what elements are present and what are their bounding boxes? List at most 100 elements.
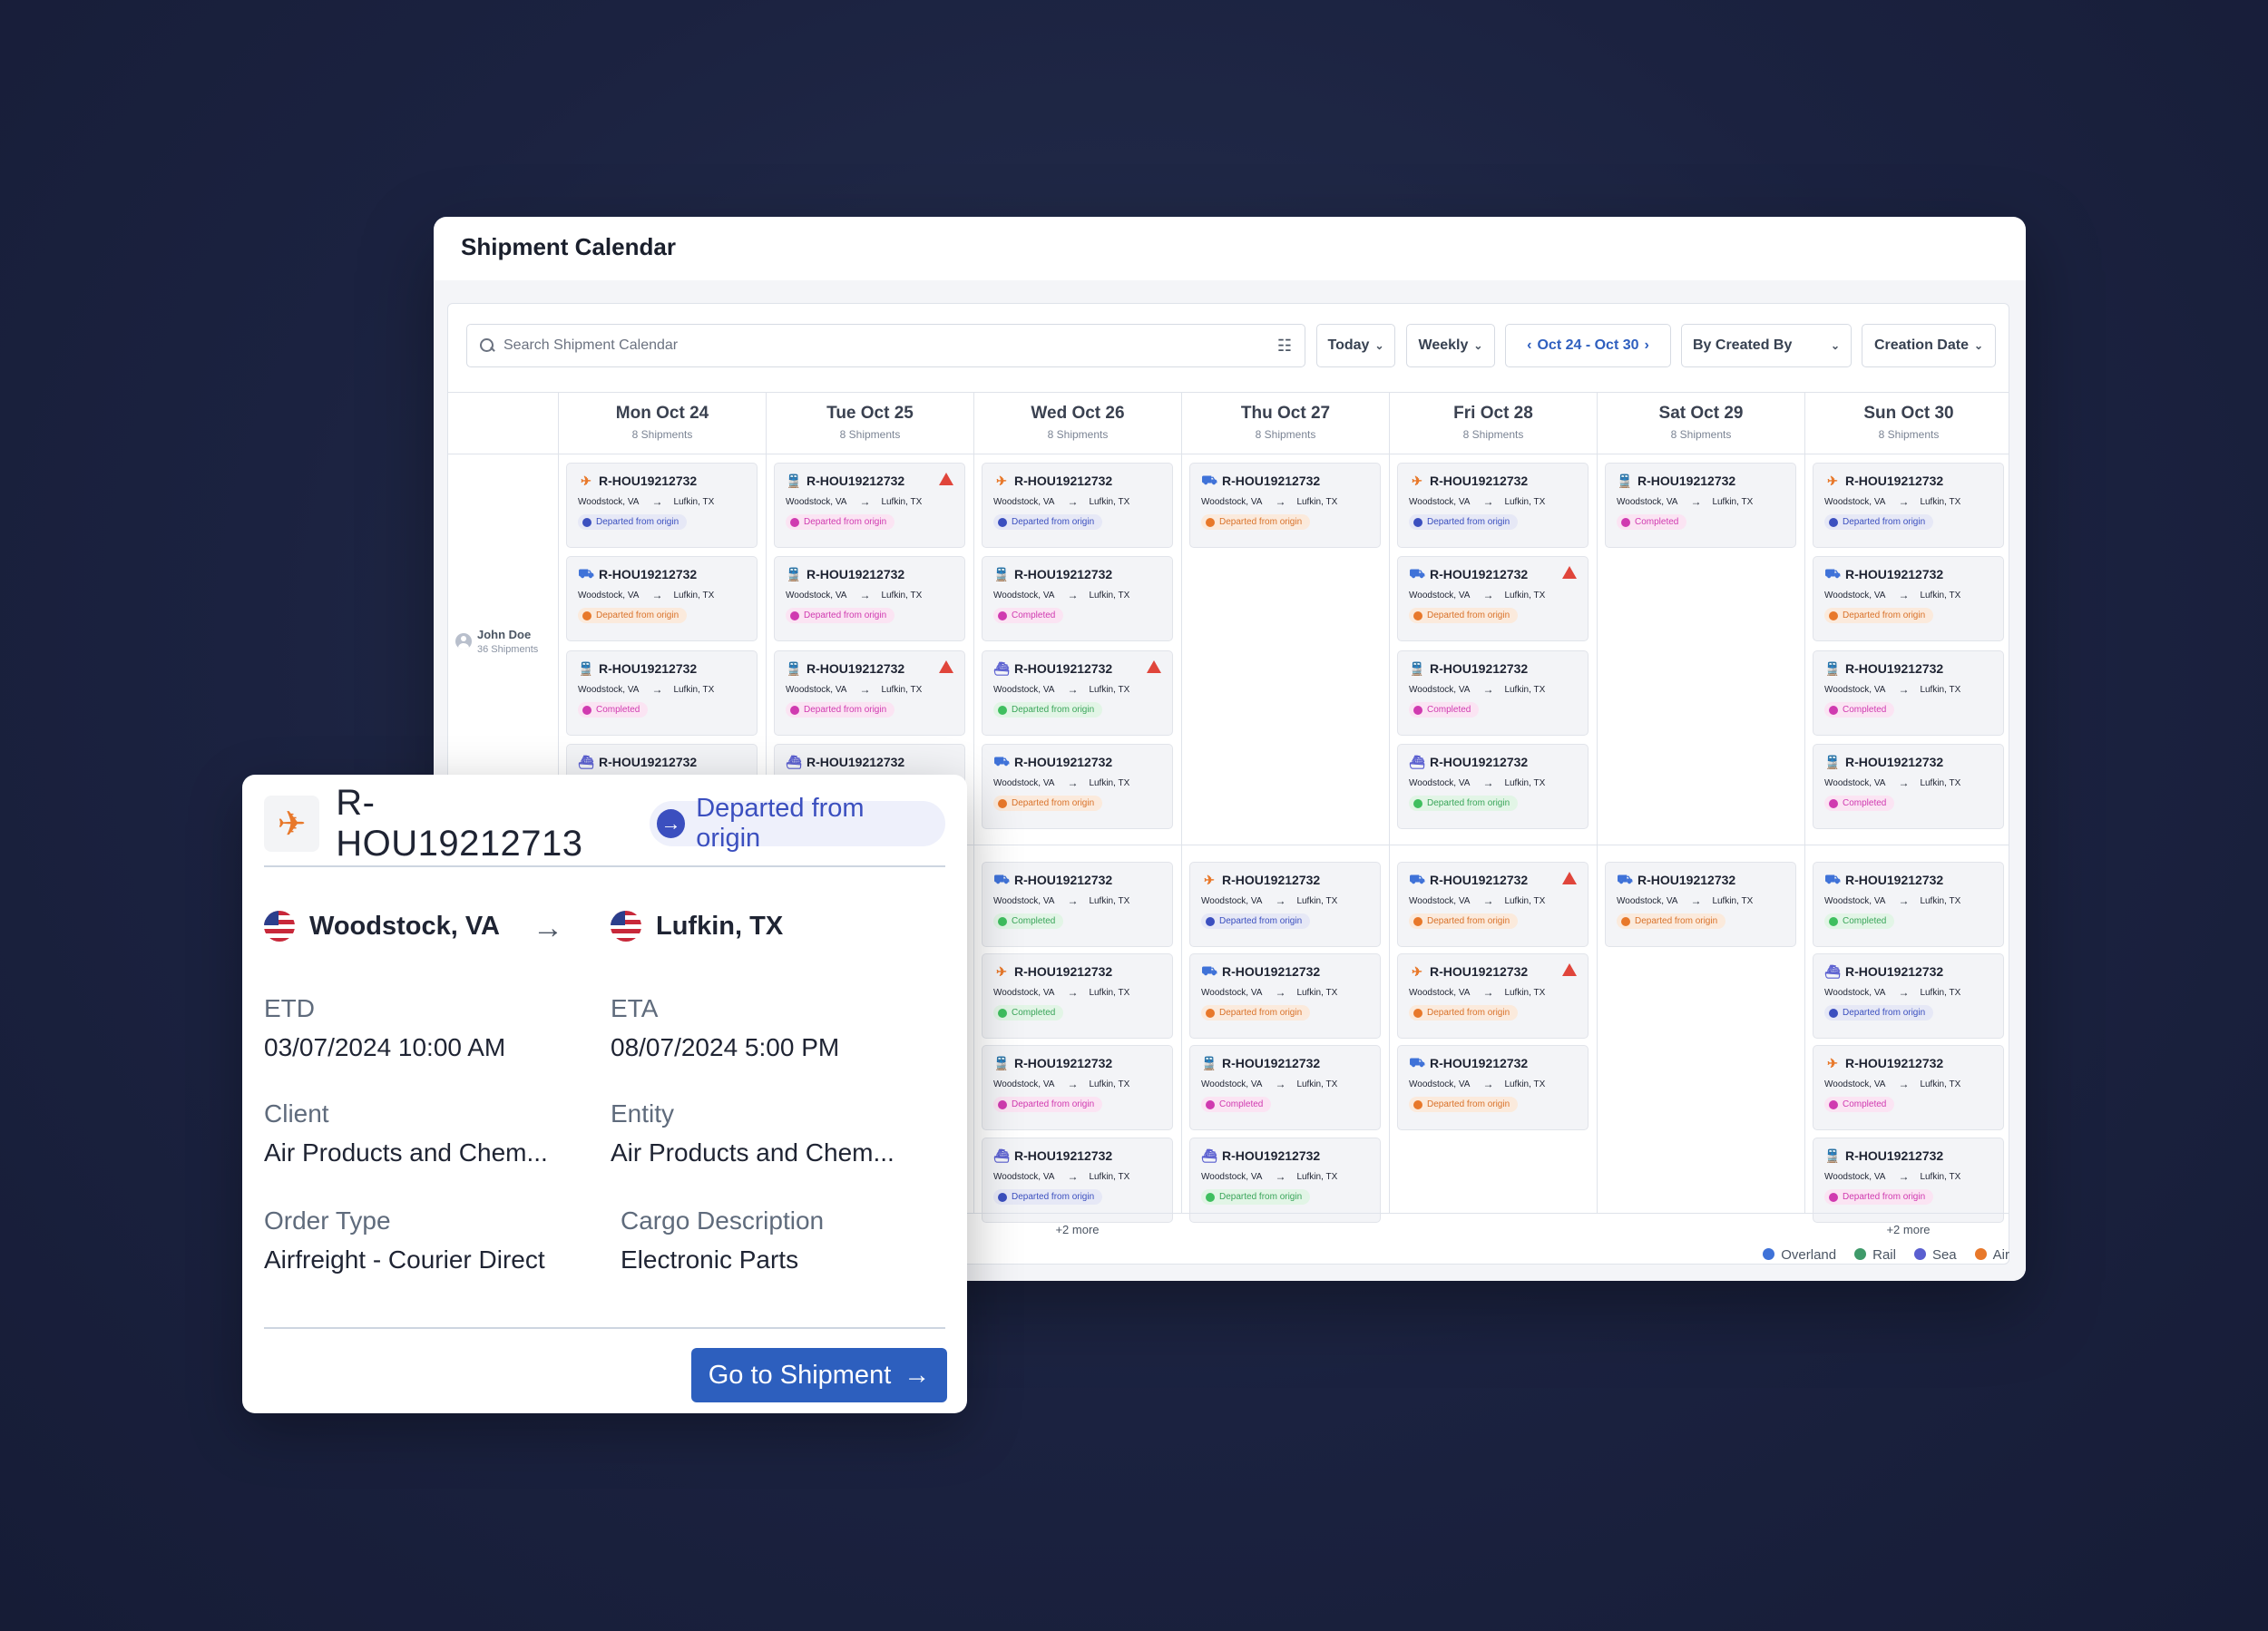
origin-label: Woodstock, VA — [1409, 987, 1471, 998]
cargo-value: Electronic Parts — [621, 1245, 799, 1274]
arrow-right-icon: → — [1067, 589, 1079, 601]
shipment-card[interactable]: ⛟ R-HOU19212732 Woodstock, VA → Lufkin, TX De… — [1189, 953, 1381, 1039]
shipment-card[interactable]: 🚆 R-HOU19212732 Woodstock, VA → Lufkin, TX Co… — [566, 650, 758, 736]
status-label: Departed from origin — [1427, 1008, 1510, 1018]
status-label: Departed from origin — [804, 610, 887, 620]
shipment-card[interactable]: ✈ R-HOU19212732 Woodstock, VA → Lufkin, TX De… — [566, 463, 758, 548]
shipment-card[interactable]: 🚆 R-HOU19212732 Woodstock, VA → Lufkin, TX Co… — [1397, 650, 1589, 736]
status-dot-icon — [1413, 517, 1422, 527]
status-dot-icon — [1413, 1008, 1422, 1018]
shipment-card[interactable]: ✈ R-HOU19212732 Woodstock, VA → Lufkin, TX Co… — [982, 953, 1173, 1039]
origin-label: Woodstock, VA — [993, 895, 1055, 906]
shipment-card[interactable]: ⛴ R-HOU19212732 Woodstock, VA → Lufkin, TX De… — [982, 1138, 1173, 1223]
legend-item: Sea — [1913, 1247, 1957, 1263]
shipment-card[interactable]: ✈ R-HOU19212732 Woodstock, VA → Lufkin, TX De… — [1397, 463, 1589, 548]
column-divider — [973, 454, 974, 1213]
group-by-select[interactable]: By Created By ⌄ — [1681, 324, 1852, 367]
shipment-card[interactable]: ✈ R-HOU19212732 Woodstock, VA → Lufkin, TX De… — [982, 463, 1173, 548]
shipment-card-header: ✈ R-HOU19212732 — [1824, 473, 1992, 489]
status-dot-icon — [1829, 798, 1838, 808]
shipment-id: R-HOU19212732 — [807, 474, 905, 488]
more-link[interactable]: +2 more — [1886, 1223, 1931, 1236]
shipment-card[interactable]: ⛟ R-HOU19212732 Woodstock, VA → Lufkin, TX De… — [1397, 1045, 1589, 1130]
shipment-card[interactable]: 🚆 R-HOU19212732 Woodstock, VA → Lufkin, TX De… — [774, 463, 965, 548]
next-week-icon[interactable]: › — [1644, 337, 1649, 353]
shipment-card[interactable]: ⛟ R-HOU19212732 Woodstock, VA → Lufkin, TX De… — [566, 556, 758, 641]
status-label: Departed from origin — [1635, 916, 1718, 926]
shipment-card[interactable]: 🚆 R-HOU19212732 Woodstock, VA → Lufkin, TX Co… — [1605, 463, 1796, 548]
shipment-card[interactable]: ⛴ R-HOU19212732 Woodstock, VA → Lufkin, TX De… — [1189, 1138, 1381, 1223]
arrow-right-icon: → — [1898, 1170, 1910, 1183]
origin-label: Woodstock, VA — [1201, 496, 1263, 507]
shipment-card[interactable]: 🚆 R-HOU19212732 Woodstock, VA → Lufkin, TX De… — [982, 1045, 1173, 1130]
origin-label: Woodstock, VA — [786, 684, 847, 695]
shipment-card[interactable]: ✈ R-HOU19212732 Woodstock, VA → Lufkin, TX Co… — [1813, 1045, 2004, 1130]
status-label: Completed — [1843, 916, 1887, 926]
status-dot-icon — [1829, 916, 1838, 926]
view-select[interactable]: Weekly ⌄ — [1406, 324, 1495, 367]
sort-select[interactable]: Creation Date ⌄ — [1862, 324, 1996, 367]
go-to-shipment-button[interactable]: Go to Shipment → — [691, 1348, 947, 1402]
shipment-card[interactable]: ⛟ R-HOU19212732 Woodstock, VA → Lufkin, TX De… — [1189, 463, 1381, 548]
shipment-card[interactable]: ⛟ R-HOU19212732 Woodstock, VA → Lufkin, TX Co… — [982, 862, 1173, 947]
legend-item: Air — [1974, 1247, 2009, 1263]
shipment-card[interactable]: 🚆 R-HOU19212732 Woodstock, VA → Lufkin, TX De… — [774, 556, 965, 641]
shipment-card[interactable]: ✈ R-HOU19212732 Woodstock, VA → Lufkin, TX De… — [1397, 953, 1589, 1039]
shipment-id: R-HOU19212732 — [1222, 1148, 1321, 1163]
search-input[interactable]: Search Shipment Calendar ☷ — [466, 324, 1305, 367]
shipment-card-header: ✈ R-HOU19212732 — [1409, 473, 1577, 489]
shipment-card[interactable]: ⛟ R-HOU19212732 Woodstock, VA → Lufkin, TX Co… — [1813, 862, 2004, 947]
shipment-card[interactable]: ⛟ R-HOU19212732 Woodstock, VA → Lufkin, TX De… — [1397, 556, 1589, 641]
today-button[interactable]: Today ⌄ — [1316, 324, 1395, 367]
plane-icon: ✈ — [996, 473, 1007, 488]
shipment-card[interactable]: ⛴ R-HOU19212732 Woodstock, VA → Lufkin, TX De… — [1397, 744, 1589, 829]
order-type-label: Order Type — [264, 1206, 391, 1235]
shipment-card[interactable]: ⛟ R-HOU19212732 Woodstock, VA → Lufkin, TX De… — [1813, 556, 2004, 641]
truck-icon: ⛟ — [993, 871, 1010, 886]
arrow-right-icon: → — [1898, 776, 1910, 789]
status-dot-icon — [1829, 705, 1838, 715]
shipment-card-header: ✈ R-HOU19212732 — [1201, 872, 1369, 888]
shipment-card[interactable]: ⛟ R-HOU19212732 Woodstock, VA → Lufkin, TX De… — [1605, 862, 1796, 947]
shipment-route: Woodstock, VA → Lufkin, TX — [1201, 894, 1369, 907]
filter-icon[interactable]: ☷ — [1276, 336, 1292, 355]
shipment-card[interactable]: ✈ R-HOU19212732 Woodstock, VA → Lufkin, TX De… — [1813, 463, 2004, 548]
sort-label: Creation Date — [1873, 337, 1969, 353]
shipment-card[interactable]: ⛟ R-HOU19212732 Woodstock, VA → Lufkin, TX De… — [1397, 862, 1589, 947]
status-badge: Departed from origin — [1824, 1005, 1934, 1021]
shipment-card[interactable]: 🚆 R-HOU19212732 Woodstock, VA → Lufkin, TX Co… — [1813, 650, 2004, 736]
shipment-id: R-HOU19212732 — [807, 661, 905, 676]
date-range-picker[interactable]: ‹ Oct 24 - Oct 30 › — [1505, 324, 1671, 367]
shipment-card[interactable]: ⛴ R-HOU19212732 Woodstock, VA → Lufkin, TX De… — [1813, 953, 2004, 1039]
legend-label: Overland — [1781, 1247, 1837, 1263]
shipment-card[interactable]: 🚆 R-HOU19212732 Woodstock, VA → Lufkin, TX De… — [1813, 1138, 2004, 1223]
shipment-card[interactable]: 🚆 R-HOU19212732 Woodstock, VA → Lufkin, TX De… — [774, 650, 965, 736]
legend-dot-icon — [1974, 1248, 1987, 1260]
prev-week-icon[interactable]: ‹ — [1527, 337, 1532, 353]
shipment-card-header: ⛟ R-HOU19212732 — [1409, 566, 1577, 582]
arrow-right-icon: → — [1275, 1078, 1286, 1090]
origin-label: Woodstock, VA — [1824, 777, 1886, 788]
status-label: Completed — [1012, 916, 1056, 926]
status-dot-icon — [1206, 1008, 1215, 1018]
destination-label: Lufkin, TX — [1504, 684, 1546, 695]
status-label: Completed — [596, 705, 640, 715]
shipment-card-header: ⛟ R-HOU19212732 — [1617, 872, 1784, 888]
shipment-card[interactable]: ⛴ R-HOU19212732 Woodstock, VA → Lufkin, TX De… — [982, 650, 1173, 736]
shipment-route: Woodstock, VA → Lufkin, TX — [1201, 495, 1369, 508]
shipment-card[interactable]: 🚆 R-HOU19212732 Woodstock, VA → Lufkin, TX Co… — [1189, 1045, 1381, 1130]
shipment-id: R-HOU19212732 — [1014, 1148, 1113, 1163]
shipment-card[interactable]: 🚆 R-HOU19212732 Woodstock, VA → Lufkin, TX Co… — [982, 556, 1173, 641]
status-dot-icon — [1829, 517, 1838, 527]
truck-icon: ⛟ — [1409, 871, 1425, 886]
toolbar: Search Shipment Calendar ☷ Today ⌄ Weekly… — [448, 304, 2009, 393]
shipment-route: Woodstock, VA → Lufkin, TX — [1409, 776, 1577, 789]
train-icon: 🚆 — [1617, 473, 1633, 488]
order-type-value: Airfreight - Courier Direct — [264, 1245, 545, 1274]
more-link[interactable]: +2 more — [1055, 1223, 1100, 1236]
day-label: Sun Oct 30 — [1863, 404, 1954, 423]
view-label: Weekly — [1418, 337, 1469, 353]
shipment-card[interactable]: ⛟ R-HOU19212732 Woodstock, VA → Lufkin, TX De… — [982, 744, 1173, 829]
shipment-card[interactable]: ✈ R-HOU19212732 Woodstock, VA → Lufkin, TX De… — [1189, 862, 1381, 947]
shipment-card[interactable]: 🚆 R-HOU19212732 Woodstock, VA → Lufkin, TX Co… — [1813, 744, 2004, 829]
